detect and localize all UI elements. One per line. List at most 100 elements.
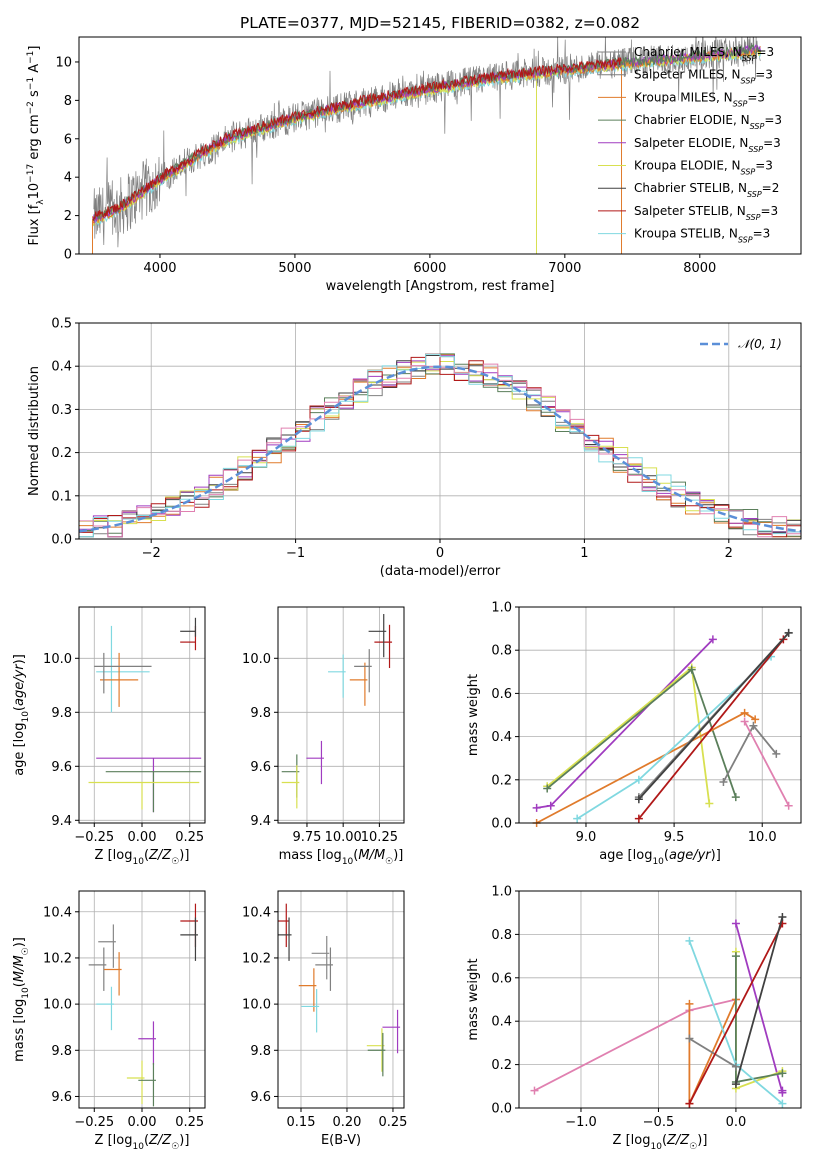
weight-point-marker bbox=[749, 721, 758, 730]
y-tick-label: 10.2 bbox=[43, 951, 72, 966]
x-tick-label: 0.15 bbox=[287, 1115, 316, 1130]
x-tick-label: 10.00 bbox=[325, 830, 362, 845]
plot-layer bbox=[278, 903, 401, 1077]
y-tick-label: 0.3 bbox=[51, 403, 72, 418]
y-tick-label: 0.4 bbox=[51, 360, 72, 375]
axes-frame bbox=[518, 890, 802, 1109]
residual-histogram-series bbox=[79, 353, 801, 538]
y-tick-label: 0.1 bbox=[51, 489, 72, 504]
weight-series-line bbox=[534, 998, 737, 1092]
weight-point-marker bbox=[740, 708, 749, 717]
y-axis-label: age [log10(age/yr)] bbox=[12, 654, 31, 776]
weight-point-marker bbox=[731, 952, 740, 961]
y-tick-label: 0 bbox=[64, 248, 72, 263]
y-tick-label: 9.8 bbox=[250, 1044, 271, 1059]
weight-point-marker bbox=[731, 793, 740, 802]
spectrum-panel: 4000 5000 6000 7000 8000 0 2 4 6 8 10 wavelength [A… bbox=[26, 36, 802, 294]
y-axis-label: mass weight bbox=[466, 958, 481, 1040]
age-vs-metallicity-panel: −0.25 0.00 0.25 9.4 9.6 9.8 10.0 Z [log10(Z/Z☉)… bbox=[12, 606, 206, 867]
y-tick-label: 10.0 bbox=[43, 652, 72, 667]
y-tick-label: 9.8 bbox=[250, 706, 271, 721]
grid-layer bbox=[278, 891, 404, 1108]
y-axis-label: Normed distribution bbox=[27, 366, 42, 496]
x-tick-label: 0.20 bbox=[333, 1115, 362, 1130]
mass-vs-ebv-panel: 0.15 0.20 0.25 9.6 9.8 10.0 10.2 10.4 E(B-V) bbox=[242, 890, 407, 1148]
y-tick-label: 0.0 bbox=[51, 533, 72, 548]
weight-point-marker bbox=[731, 1080, 740, 1089]
axes-frame bbox=[277, 606, 405, 824]
weight-series-line bbox=[688, 923, 784, 1105]
y-tick-label: 2 bbox=[64, 209, 72, 224]
weight-point-marker bbox=[708, 635, 717, 644]
weight-point-marker bbox=[532, 803, 541, 812]
plot-layer bbox=[78, 353, 802, 538]
weight-point-marker bbox=[685, 936, 694, 945]
x-tick-label: 10.0 bbox=[748, 830, 777, 845]
legend-label: Salpeter ELODIE, NSSP=3 bbox=[634, 136, 781, 154]
x-axis-label: wavelength [Angstrom, rest frame] bbox=[326, 279, 555, 294]
weight-point-marker bbox=[573, 814, 582, 823]
y-tick-label: 10.0 bbox=[242, 652, 271, 667]
y-tick-label: 0.6 bbox=[491, 971, 512, 986]
x-tick-label: 0.25 bbox=[175, 1115, 204, 1130]
y-tick-label: 0.8 bbox=[491, 644, 512, 659]
x-tick-label: 2 bbox=[725, 546, 733, 561]
weight-series-line bbox=[735, 923, 784, 1094]
weight-point-marker bbox=[731, 1062, 740, 1071]
x-tick-label: 0 bbox=[436, 546, 444, 561]
y-tick-label: 10.0 bbox=[43, 998, 72, 1013]
x-tick-label: 0.25 bbox=[378, 1115, 407, 1130]
y-axis-label: Flux [fλ10−17 erg cm−2 s−1 A−1] bbox=[26, 46, 46, 246]
y-tick-label: 6 bbox=[64, 132, 72, 147]
y-tick-label: 0.0 bbox=[491, 1102, 512, 1117]
x-tick-label: 9.75 bbox=[292, 830, 321, 845]
y-axis-label: mass weight bbox=[466, 674, 481, 756]
grid-layer bbox=[519, 606, 801, 824]
x-tick-label: 9.5 bbox=[664, 830, 685, 845]
y-axis-label: mass [log10(M/M☉)] bbox=[12, 937, 31, 1062]
x-tick-label: 0.00 bbox=[128, 1115, 157, 1130]
x-axis-label: Z [log10(Z/Z☉)] bbox=[95, 848, 190, 867]
x-tick-label: 0.25 bbox=[175, 830, 204, 845]
grid-layer bbox=[278, 607, 404, 823]
axes-frame bbox=[78, 36, 802, 255]
x-tick-label: 7000 bbox=[548, 261, 581, 276]
model-spectrum-salpeter-stelib bbox=[92, 57, 622, 221]
weight-point-marker bbox=[778, 1088, 787, 1097]
y-tick-label: 1.0 bbox=[491, 601, 512, 616]
weight-point-marker bbox=[685, 1034, 694, 1043]
plot-layer bbox=[88, 903, 198, 1107]
residuals-panel: −2 −1 0 1 2 0.0 0.1 0.2 0.3 0.4 0.5 (data-model)/er… bbox=[27, 317, 802, 579]
x-axis-label: (data-model)/error bbox=[380, 564, 501, 579]
weight-point-marker bbox=[778, 1069, 787, 1078]
x-tick-label: −0.5 bbox=[643, 1115, 675, 1130]
y-tick-label: 9.6 bbox=[51, 760, 72, 775]
x-axis-label: Z [log10(Z/Z☉)] bbox=[613, 1133, 708, 1152]
y-tick-label: 0.8 bbox=[491, 928, 512, 943]
y-tick-label: 10.2 bbox=[242, 951, 271, 966]
weight-vs-metallicity-panel: −1.0 −0.5 0.0 0.0 0.2 0.4 0.6 0.8 1.0 Z [log10(Z/… bbox=[466, 885, 802, 1152]
y-tick-label: 9.6 bbox=[51, 1090, 72, 1105]
y-tick-label: 0.2 bbox=[491, 773, 512, 788]
x-axis-label: Z [log10(Z/Z☉)] bbox=[95, 1133, 190, 1152]
weight-point-marker bbox=[719, 777, 728, 786]
weight-point-marker bbox=[546, 801, 555, 810]
weight-series-line bbox=[638, 632, 790, 800]
x-axis-label: age [log10(age/yr)] bbox=[599, 848, 721, 867]
x-tick-label: 1 bbox=[580, 546, 588, 561]
y-tick-label: 9.4 bbox=[51, 814, 72, 829]
legend-label: 𝒩(0, 1) bbox=[738, 337, 782, 351]
weight-series-line bbox=[638, 638, 785, 820]
weight-point-marker bbox=[705, 799, 714, 808]
weight-point-marker bbox=[634, 795, 643, 804]
weight-series-line bbox=[743, 721, 790, 807]
weight-point-marker bbox=[634, 814, 643, 823]
x-tick-label: −0.25 bbox=[74, 830, 114, 845]
legend-label: Chabrier ELODIE, NSSP=3 bbox=[634, 113, 782, 131]
weight-point-marker bbox=[751, 715, 760, 724]
x-axis-label: E(B-V) bbox=[321, 1133, 361, 1148]
plot-layer bbox=[88, 617, 202, 813]
x-tick-label: −1 bbox=[286, 546, 305, 561]
